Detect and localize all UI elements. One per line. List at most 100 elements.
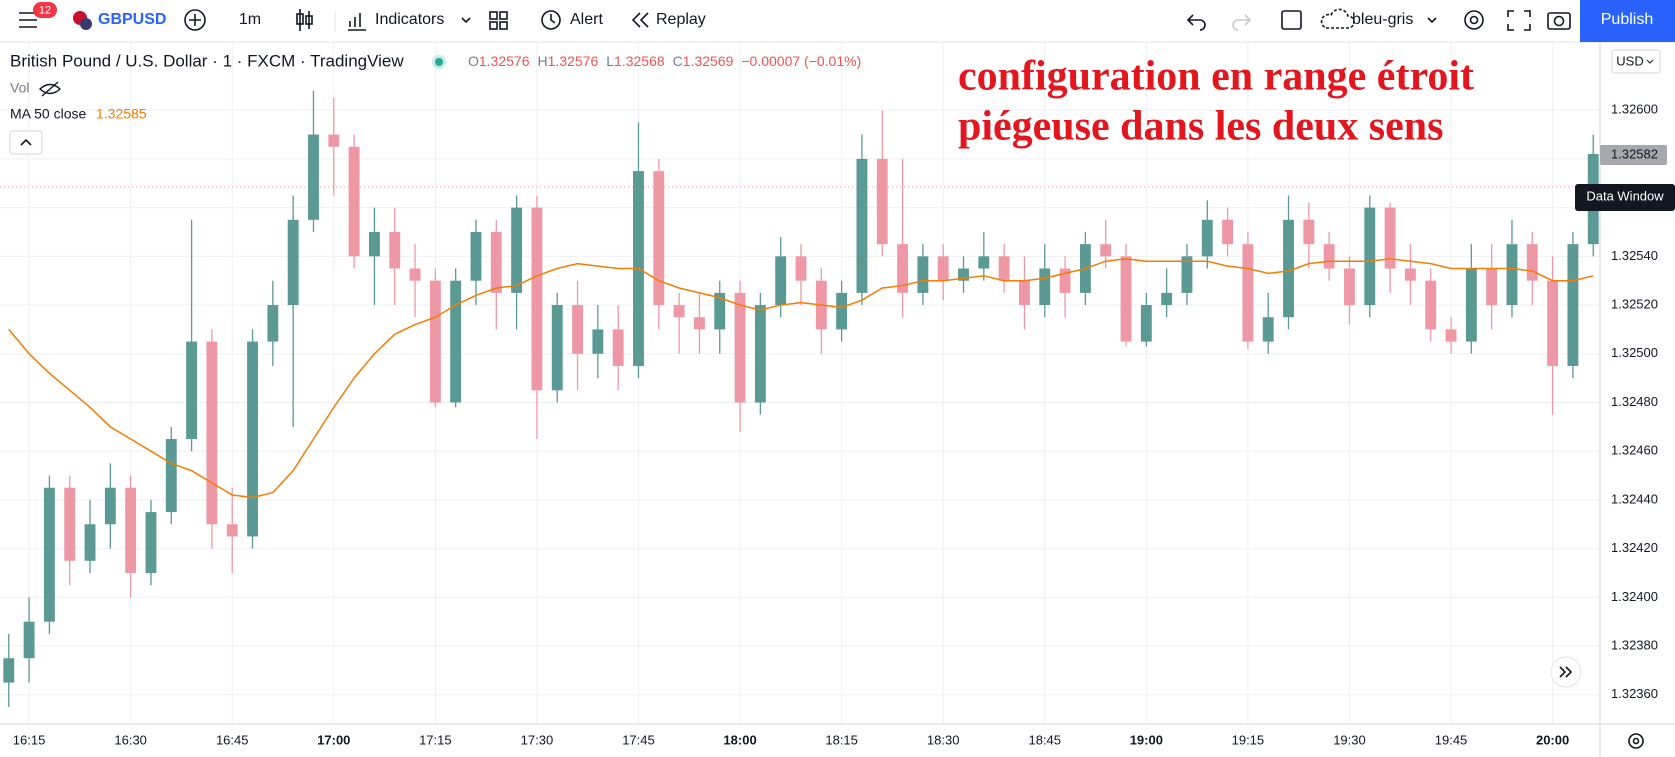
candle-body (1344, 268, 1355, 306)
badge-bg (33, 2, 57, 18)
ohlc-values: O1.32576 H1.32576 L1.32568 C1.32569 −0.00007… (468, 53, 861, 69)
candle-body (1323, 244, 1335, 269)
y-tick-label: 1.32540 (1611, 248, 1658, 263)
publish-label: Publish (1601, 11, 1653, 28)
theme-button[interactable]: bleu-gris (1320, 8, 1437, 29)
fullscreen-button[interactable] (1507, 10, 1531, 31)
candle-body (1303, 219, 1315, 245)
chart-type-button[interactable] (296, 9, 313, 31)
candle-body (368, 231, 380, 257)
legend-title: British Pound / U.S. Dollar · 1 · FXCM ·… (10, 51, 404, 70)
candle-body (1100, 244, 1112, 257)
candle-body (1364, 207, 1376, 306)
candle-body (1404, 268, 1416, 281)
ma-legend: MA 50 close (10, 106, 86, 122)
candle-body (1425, 280, 1437, 330)
candle-body (1486, 268, 1498, 306)
ma-line (8, 258, 1594, 499)
candle-body (1019, 280, 1030, 306)
ohlc-value: 1.32576 (479, 53, 530, 69)
axis-settings-button[interactable] (1628, 733, 1644, 749)
candle-body (43, 487, 55, 622)
annotation: configuration en range étroit (958, 54, 1474, 100)
x-tick-label: 18:00 (723, 732, 756, 747)
x-tick-label: 18:15 (825, 732, 858, 747)
indicators-label: Indicators (375, 11, 444, 28)
candle-body (145, 512, 157, 573)
alert-button[interactable]: Alert (541, 10, 603, 30)
candle-body (1201, 219, 1213, 257)
ohlc-key: L (606, 53, 614, 69)
candle-body (592, 329, 604, 354)
x-tick-label: 18:45 (1028, 732, 1061, 747)
candle-body (429, 280, 441, 403)
candle-body (1120, 256, 1132, 342)
snapshot-button[interactable] (1547, 12, 1571, 30)
symbol-button[interactable]: GBPUSD (73, 11, 166, 30)
theme-label: bleu-gris (1352, 11, 1413, 28)
x-tick-label: 20:00 (1536, 732, 1569, 747)
drawing-button[interactable] (1281, 10, 1302, 30)
candle-body (3, 658, 15, 683)
candle-body (856, 158, 868, 293)
y-tick-label: 1.32600 (1611, 102, 1658, 117)
redo-button[interactable] (1232, 14, 1252, 31)
candle-body (937, 256, 949, 281)
candle-body (348, 146, 360, 257)
interval-button[interactable]: 1m (239, 11, 261, 28)
candle-body (551, 305, 563, 391)
candle-body (1506, 244, 1518, 306)
ohlc-value: 1.32568 (614, 53, 665, 69)
vol-label: Vol (10, 80, 29, 96)
plot: 1.32360 1.32380 1.32400 1.32420 1.32440 1.324… (0, 42, 1675, 757)
menu-button[interactable]: 12 (19, 2, 57, 28)
candle-body (876, 158, 888, 245)
publish-button[interactable]: Publish (1580, 0, 1675, 42)
x-tick-label: 19:15 (1232, 732, 1265, 747)
candle-body (247, 341, 258, 537)
y-tick-label: 1.32360 (1611, 686, 1658, 701)
candle-body (409, 268, 421, 281)
layout-button[interactable] (489, 11, 508, 30)
candle-body (206, 341, 218, 525)
candle-body (490, 231, 502, 293)
candle-body (775, 256, 787, 306)
candle-body (836, 292, 848, 330)
compare-button[interactable] (184, 9, 206, 31)
undo-button[interactable] (1186, 14, 1206, 31)
y-tick-label: 1.32420 (1611, 540, 1658, 555)
candle-body (734, 292, 746, 403)
settings-button[interactable] (1464, 10, 1484, 30)
x-tick-label: 17:15 (419, 732, 452, 747)
ohlc-change: −0.00007 (−0.01%) (741, 53, 861, 69)
candle-body (1262, 317, 1274, 342)
indicators-button[interactable]: Indicators (348, 11, 471, 31)
scroll-right-button[interactable] (1550, 656, 1582, 688)
candle-body (1384, 207, 1396, 269)
collapse-button[interactable] (9, 130, 43, 155)
last-price-bg (1600, 145, 1667, 165)
y-tick-label: 1.32400 (1611, 589, 1658, 604)
alert-label: Alert (570, 11, 603, 28)
badge: 12 (39, 4, 51, 16)
candle-body (308, 134, 319, 220)
candle-body (450, 280, 462, 403)
candle-body (267, 305, 279, 342)
y-tick-label: 1.32380 (1611, 637, 1658, 652)
candle-body (795, 256, 807, 281)
x-tick-label: 16:15 (13, 732, 46, 747)
annotation: piégeuse dans les deux sens (958, 104, 1443, 150)
currency-button[interactable]: USD (1611, 49, 1661, 74)
candle-body (693, 317, 705, 330)
toolbar (0, 0, 1675, 42)
candle-body (328, 134, 340, 147)
candle-body (958, 268, 969, 281)
symbol: GBPUSD (98, 11, 166, 28)
ohlc-key: H (538, 53, 548, 69)
hidden-icon[interactable] (38, 81, 62, 97)
ma-legend-value: 1.32585 (96, 106, 147, 122)
candle-body (1567, 244, 1579, 366)
y-tick-label: 1.32500 (1611, 345, 1658, 360)
replay-button[interactable]: Replay (631, 11, 706, 28)
